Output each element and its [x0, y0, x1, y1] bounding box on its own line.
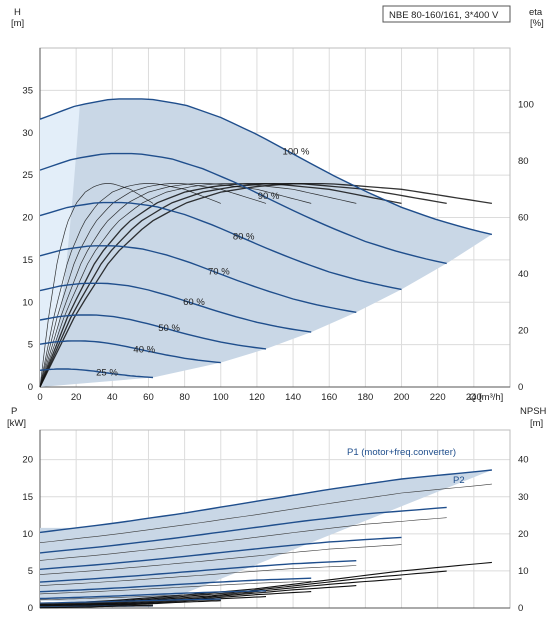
npsh-curve [39, 578, 402, 607]
efficiency-curve [39, 182, 493, 388]
eta-tick-label: 20 [518, 326, 529, 337]
power-p1-curve [39, 506, 447, 554]
h-tick-label: 35 [22, 85, 33, 96]
npsh-tick-label: 20 [518, 529, 529, 540]
npsh-tick-label: 40 [518, 455, 529, 466]
speed-curve-label: 40 % [133, 344, 155, 355]
power-p2-curve [39, 580, 312, 595]
speed-curve-label: 25 % [96, 367, 118, 378]
x-tick-label: 20 [71, 392, 82, 403]
y-left-label-power: P [11, 406, 17, 417]
x-tick-label: 80 [179, 392, 190, 403]
power-p2-curve [39, 592, 267, 601]
speed-curve [39, 314, 267, 350]
x-tick-label: 0 [37, 392, 42, 403]
x-tick-label: 120 [249, 392, 265, 403]
speed-curve-label: 70 % [208, 267, 230, 278]
h-tick-label: 0 [28, 382, 33, 393]
y-right-label-npsh: NPSH [520, 406, 547, 417]
x-tick-label: 160 [321, 392, 337, 403]
npsh-tick-label: 0 [518, 603, 523, 614]
eta-tick-label: 80 [518, 156, 529, 167]
efficiency-curve [39, 183, 312, 388]
efficiency-curve [39, 183, 221, 388]
title-box [382, 5, 511, 23]
power-p1-curve [39, 577, 312, 593]
npsh-curve [39, 585, 357, 607]
p2-label: P2 [453, 475, 465, 486]
power-p1-curve [39, 590, 267, 600]
speed-curve-label: 80 % [233, 231, 255, 242]
speed-curve [39, 98, 493, 236]
p-tick-label: 0 [28, 603, 33, 614]
x-tick-label: 60 [143, 392, 154, 403]
speed-curve [39, 340, 221, 364]
x-tick-label: 40 [107, 392, 118, 403]
p-tick-label: 5 [28, 566, 33, 577]
h-tick-label: 15 [22, 255, 33, 266]
x-tick-label: 220 [430, 392, 446, 403]
power-p2-curve [39, 565, 357, 586]
power-p1-curve [39, 598, 221, 604]
h-tick-label: 20 [22, 213, 33, 224]
power-chart-grid [39, 429, 511, 609]
x-tick-label: 200 [394, 392, 410, 403]
speed-curve [39, 245, 357, 313]
eta-tick-label: 100 [518, 100, 534, 111]
speed-curve-label: 50 % [158, 323, 180, 334]
p-tick-label: 15 [22, 492, 33, 503]
h-tick-label: 5 [28, 340, 33, 351]
power-p1-curve [39, 469, 492, 534]
x-tick-label: 100 [213, 392, 229, 403]
speed-curve-label: 90 % [258, 191, 280, 202]
power-p2-curve [39, 599, 221, 605]
x-tick-label: 180 [357, 392, 373, 403]
low-flow-area-head [40, 105, 80, 387]
speed-curve [39, 282, 312, 333]
npsh-curve [39, 561, 492, 605]
eta-tick-label: 0 [518, 382, 523, 393]
npsh-tick-label: 10 [518, 566, 529, 577]
power-p1-curve [39, 536, 402, 570]
speed-curve-label: 60 % [183, 297, 205, 308]
operating-area-power [40, 470, 492, 605]
speed-curve [39, 201, 402, 291]
npsh-tick-label: 30 [518, 492, 529, 503]
speed-curve [39, 368, 154, 379]
eta-tick-label: 60 [518, 213, 529, 224]
y-left-label-head: H [14, 7, 21, 18]
chart-title: NBE 80-160/161, 3*400 V [389, 10, 499, 21]
eta-tick-label: 40 [518, 269, 529, 280]
h-tick-label: 25 [22, 170, 33, 181]
x-tick-label: 240 [466, 392, 482, 403]
y-right-unit-eta: [%] [530, 18, 544, 29]
power-p1-curve [39, 560, 357, 583]
npsh-curve [39, 604, 154, 609]
efficiency-curve [39, 182, 402, 388]
operating-areas [40, 98, 492, 605]
curves: 100 % 90 % 80 % 70 % 60 % 50 %40 % 25 % [39, 98, 493, 609]
p-tick-label: 20 [22, 455, 33, 466]
y-right-unit-npsh: [m] [530, 418, 543, 429]
y-right-label-eta: eta [529, 7, 543, 18]
p1-label: P1 (motor+freq.converter) [347, 447, 456, 458]
y-left-unit-power: [kW] [7, 418, 26, 429]
efficiency-curve [39, 183, 267, 388]
power-p2-curve [39, 544, 402, 575]
y-left-unit-head: [m] [11, 18, 24, 29]
p-tick-label: 10 [22, 529, 33, 540]
speed-curve-label: 100 % [283, 147, 310, 158]
x-axis-label-q: Q [m³/h] [469, 392, 503, 403]
tick-labels: 0 20 40 60 80 100 120 140 160 180 200 220 2400510152… [22, 85, 533, 614]
x-tick-label: 140 [285, 392, 301, 403]
efficiency-curve [39, 183, 154, 388]
power-p2-curve [39, 483, 492, 543]
operating-area-head [40, 98, 492, 388]
h-tick-label: 10 [22, 297, 33, 308]
h-tick-label: 30 [22, 128, 33, 139]
speed-curve [39, 152, 447, 265]
power-p2-curve [39, 517, 447, 561]
